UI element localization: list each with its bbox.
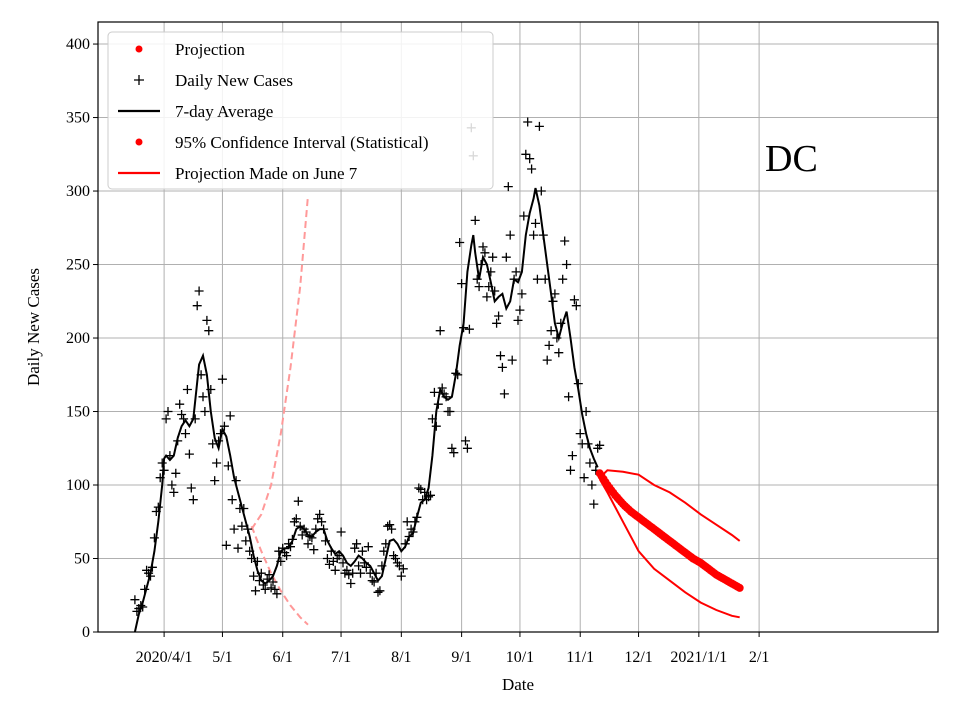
y-tick-label: 200 — [66, 330, 90, 347]
legend-dot-marker — [136, 46, 143, 53]
y-tick-label: 50 — [74, 551, 90, 568]
x-axis-label: Date — [502, 675, 534, 694]
legend-label: 7-day Average — [175, 102, 273, 121]
x-tick-label: 8/1 — [391, 649, 411, 666]
x-tick-label: 6/1 — [272, 649, 292, 666]
x-tick-label: 2020/4/1 — [136, 649, 193, 666]
x-tick-label: 12/1 — [624, 649, 652, 666]
y-axis-label: Daily New Cases — [24, 268, 43, 386]
x-tick-label: 11/1 — [566, 649, 594, 666]
legend-label: Projection — [175, 40, 245, 59]
legend-label: 95% Confidence Interval (Statistical) — [175, 133, 429, 152]
legend-label: Daily New Cases — [175, 71, 293, 90]
x-tick-label: 9/1 — [451, 649, 471, 666]
y-tick-label: 150 — [66, 404, 90, 421]
x-tick-label: 2021/1/1 — [670, 649, 727, 666]
y-tick-label: 250 — [66, 257, 90, 274]
x-tick-label: 7/1 — [331, 649, 351, 666]
x-tick-label: 10/1 — [506, 649, 534, 666]
y-tick-label: 100 — [66, 477, 90, 494]
y-tick-label: 0 — [82, 624, 90, 641]
y-tick-label: 300 — [66, 183, 90, 200]
region-label: DC — [765, 138, 818, 180]
y-tick-label: 350 — [66, 110, 90, 127]
chart: 2020/4/1 5/1 6/1 7/1 8/1 9/1 10/1 11/1 12/1 2021/… — [0, 0, 960, 720]
y-tick-label: 400 — [66, 36, 90, 53]
x-tick-label: 5/1 — [212, 649, 232, 666]
projection-point — [736, 584, 744, 592]
legend-label: Projection Made on June 7 — [175, 164, 358, 183]
legend-dot-marker — [136, 139, 143, 146]
x-tick-label: 2/1 — [749, 649, 769, 666]
legend: Projection Daily New Cases 7-day Average 95… — [108, 32, 493, 189]
